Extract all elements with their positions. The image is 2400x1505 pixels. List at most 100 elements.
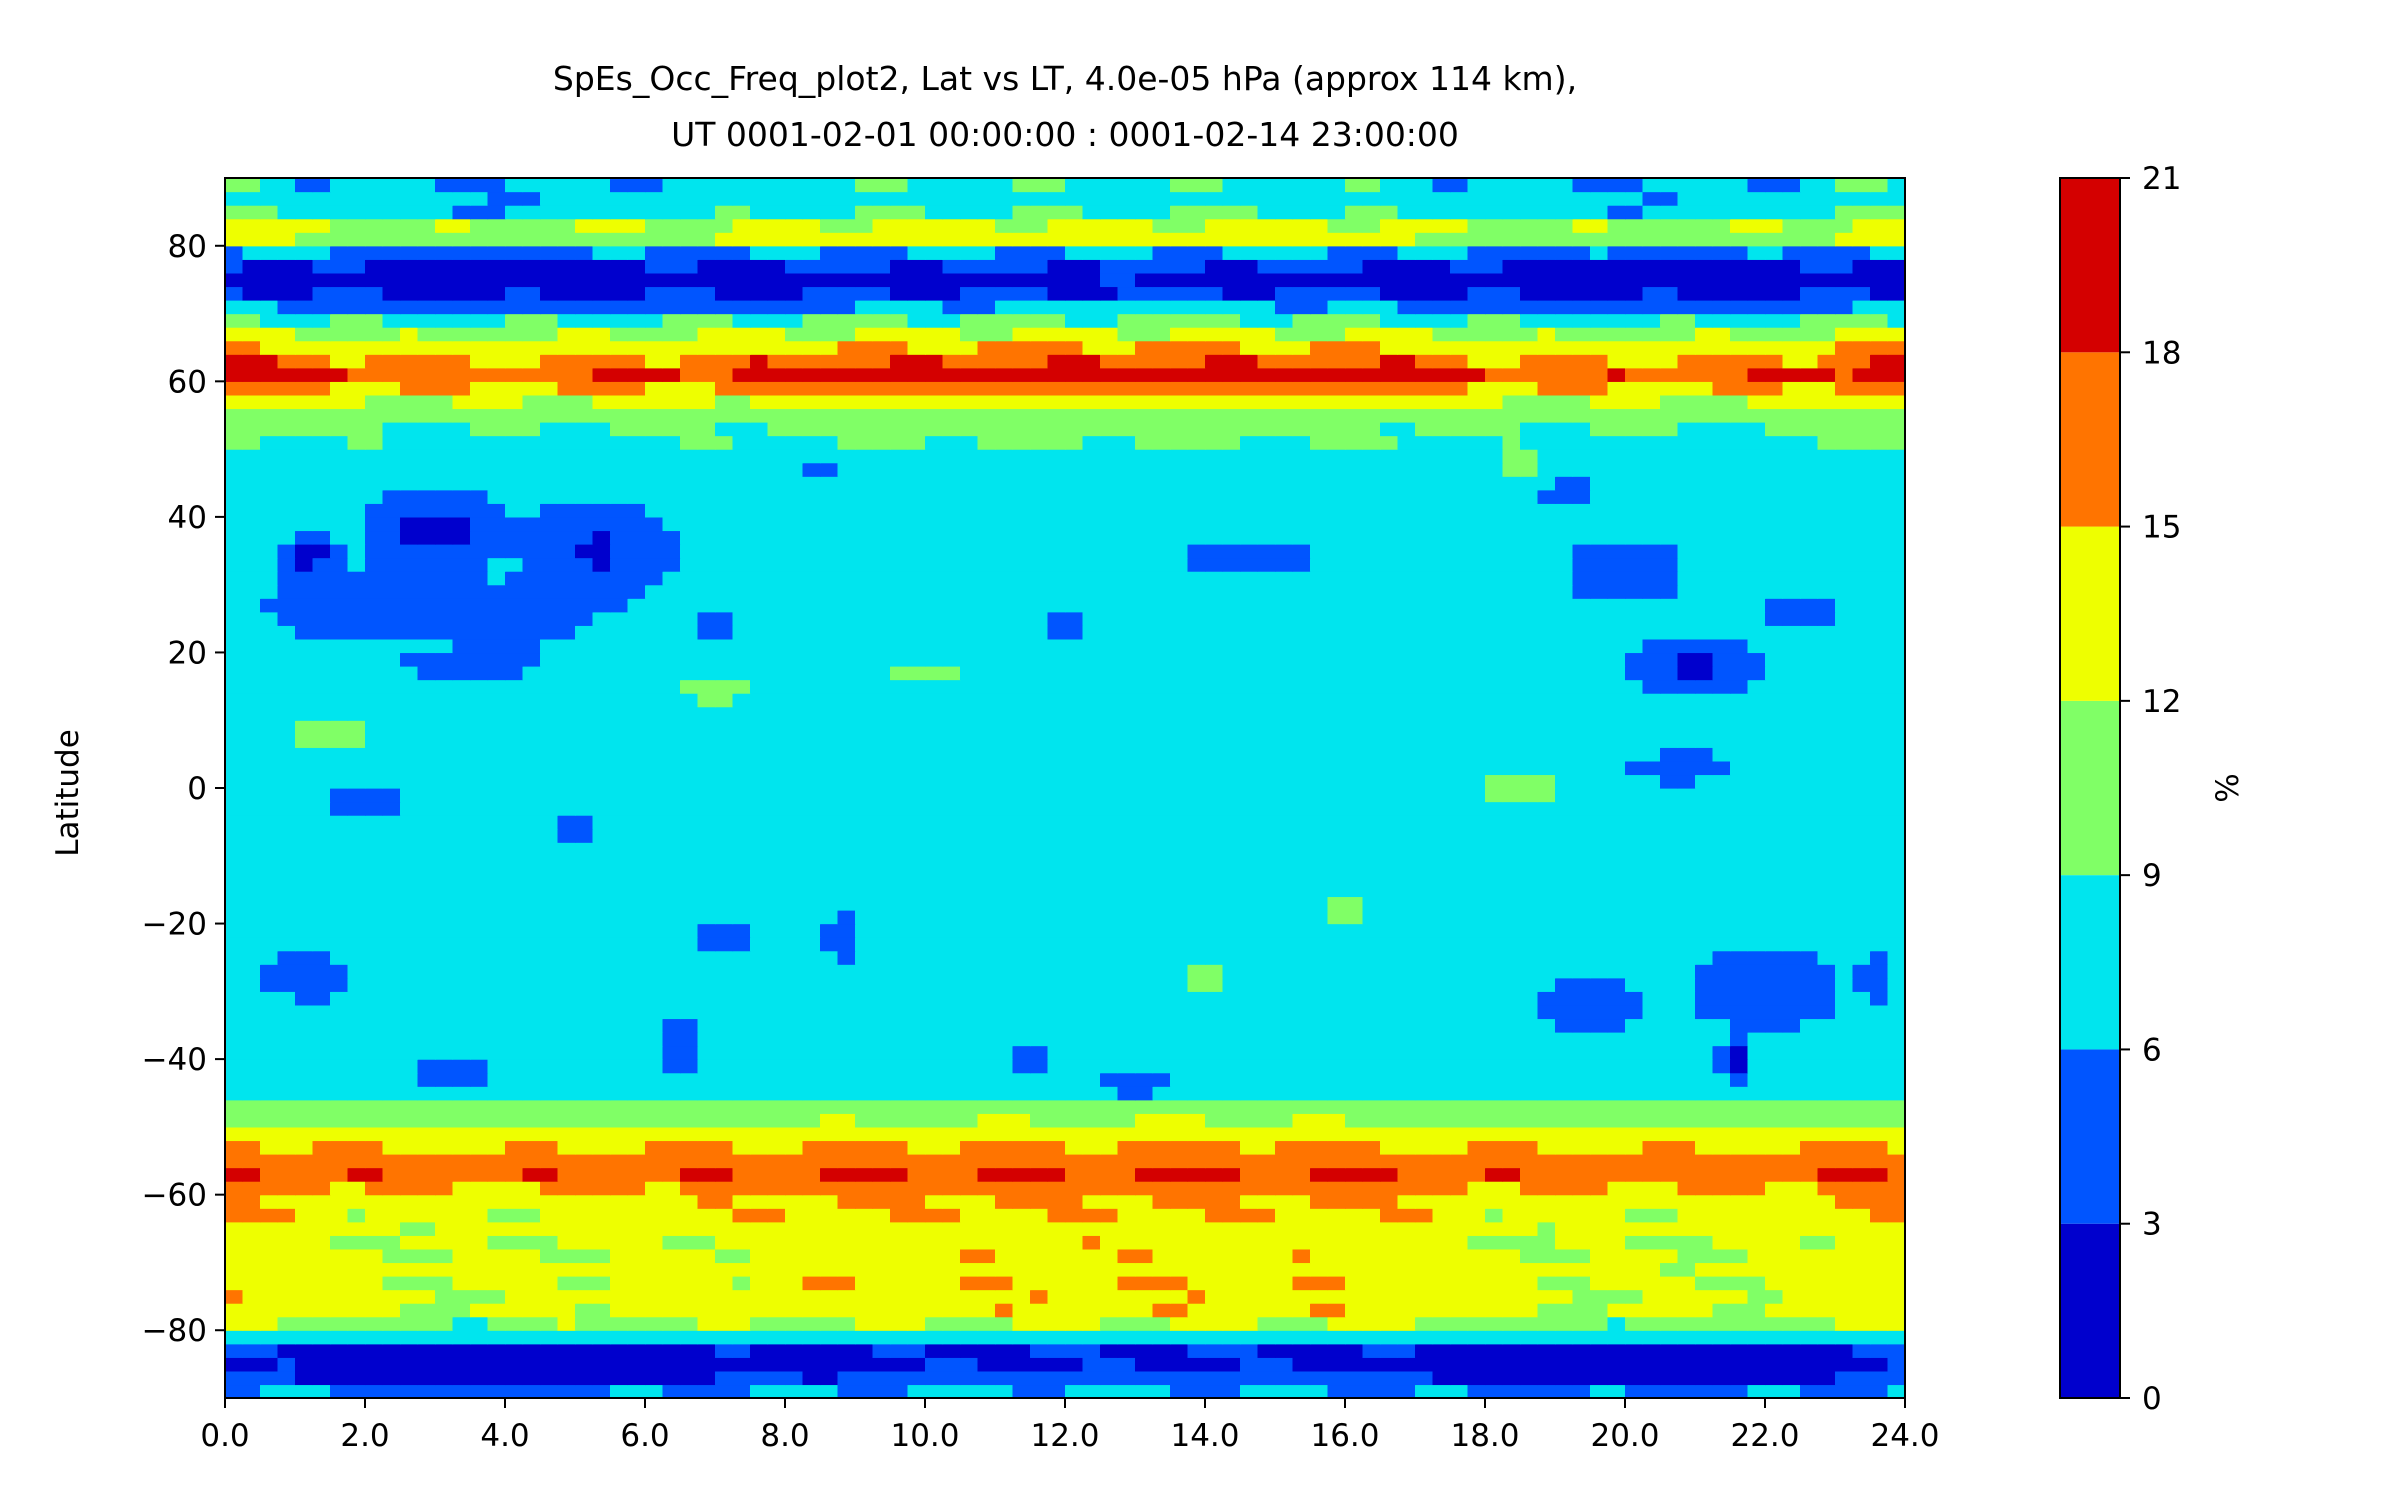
heatmap-cell: [925, 1086, 944, 1101]
heatmap-cell: [1782, 882, 1801, 898]
heatmap-cell: [365, 1221, 384, 1236]
heatmap-cell: [1310, 1384, 1329, 1398]
heatmap-cell: [1747, 950, 1766, 965]
heatmap-cell: [225, 1303, 244, 1318]
heatmap-cell: [242, 801, 261, 816]
heatmap-cell: [1117, 1248, 1136, 1264]
heatmap-cell: [925, 1276, 944, 1291]
heatmap-cell: [1257, 1154, 1276, 1169]
heatmap-cell: [890, 977, 909, 992]
heatmap-cell: [417, 828, 436, 843]
heatmap-cell: [1432, 828, 1451, 843]
heatmap-cell: [1712, 1181, 1731, 1196]
heatmap-cell: [1065, 1086, 1084, 1101]
heatmap-cell: [1555, 855, 1574, 870]
heatmap-cell: [487, 1194, 506, 1209]
heatmap-cell: [312, 1126, 331, 1142]
heatmap-cell: [365, 1126, 384, 1142]
heatmap-cell: [295, 720, 314, 735]
heatmap-cell: [1432, 1316, 1451, 1331]
heatmap-cell: [1187, 1045, 1206, 1060]
heatmap-cell: [697, 733, 716, 748]
heatmap-cell: [312, 747, 331, 762]
heatmap-cell: [1800, 1181, 1819, 1196]
heatmap-cell: [785, 1018, 804, 1033]
heatmap-cell: [1835, 1289, 1854, 1304]
heatmap-cell: [925, 1262, 944, 1277]
heatmap-cell: [942, 1384, 961, 1398]
heatmap-cell: [697, 855, 716, 870]
heatmap-cell: [662, 896, 681, 911]
heatmap-cell: [1415, 815, 1434, 830]
heatmap-cell: [1537, 923, 1556, 938]
heatmap-cell: [522, 1018, 541, 1033]
heatmap-cell: [890, 923, 909, 938]
heatmap-cell: [382, 855, 401, 870]
heatmap-cell: [1502, 1072, 1521, 1087]
heatmap-cell: [1240, 1316, 1259, 1331]
heatmap-cell: [1712, 1248, 1731, 1264]
heatmap-cell: [575, 1126, 594, 1142]
heatmap-cell: [1432, 964, 1451, 979]
heatmap-cell: [540, 720, 559, 735]
heatmap-cell: [592, 1289, 611, 1304]
heatmap-cell: [855, 855, 874, 870]
heatmap-cell: [855, 1154, 874, 1169]
heatmap-cell: [627, 1384, 646, 1398]
heatmap-cell: [1275, 1357, 1294, 1372]
heatmap-cell: [1170, 706, 1189, 721]
heatmap-cell: [260, 1140, 279, 1155]
heatmap-cell: [627, 1113, 646, 1128]
heatmap-cell: [1380, 1248, 1399, 1264]
heatmap-cell: [1800, 991, 1819, 1006]
heatmap-cell: [680, 1303, 699, 1318]
heatmap-cell: [452, 1330, 471, 1345]
heatmap-cell: [977, 774, 996, 789]
heatmap-cell: [1275, 1113, 1294, 1128]
heatmap-cell: [242, 869, 261, 884]
heatmap-cell: [767, 882, 786, 898]
heatmap-cell: [1572, 774, 1591, 789]
heatmap-cell: [557, 1167, 576, 1182]
heatmap-cell: [890, 937, 909, 952]
heatmap-cell: [225, 910, 244, 925]
heatmap-cell: [1135, 896, 1154, 911]
heatmap-cell: [645, 991, 664, 1006]
heatmap-cell: [715, 760, 734, 776]
heatmap-cell: [715, 747, 734, 762]
heatmap-cell: [417, 788, 436, 803]
heatmap-cell: [1800, 1370, 1819, 1386]
heatmap-cell: [400, 1140, 419, 1155]
heatmap-cell: [1292, 815, 1311, 830]
heatmap-cell: [260, 1235, 279, 1250]
heatmap-cell: [1240, 706, 1259, 721]
heatmap-cell: [977, 1235, 996, 1250]
heatmap-cell: [627, 1330, 646, 1345]
heatmap-cell: [732, 869, 751, 884]
heatmap-cell: [627, 733, 646, 748]
heatmap-cell: [767, 855, 786, 870]
heatmap-cell: [1397, 1316, 1416, 1331]
heatmap-cell: [715, 1262, 734, 1277]
heatmap-cell: [1397, 1099, 1416, 1114]
heatmap-cell: [1117, 855, 1136, 870]
heatmap-cell: [1695, 1140, 1714, 1155]
heatmap-cell: [312, 1330, 331, 1345]
heatmap-cell: [557, 1099, 576, 1114]
heatmap-cell: [610, 815, 629, 830]
heatmap-cell: [1870, 1086, 1889, 1101]
heatmap-cell: [1555, 1208, 1574, 1223]
heatmap-cell: [1415, 1018, 1434, 1033]
heatmap-cell: [1292, 1316, 1311, 1331]
heatmap-cell: [1852, 1113, 1871, 1128]
heatmap-cell: [1537, 937, 1556, 952]
heatmap-cell: [295, 1167, 314, 1182]
heatmap-cell: [1695, 842, 1714, 857]
heatmap-cell: [522, 774, 541, 789]
heatmap-cell: [1117, 896, 1136, 911]
heatmap-cell: [1782, 1221, 1801, 1236]
heatmap-cell: [1502, 815, 1521, 830]
heatmap-cell: [487, 760, 506, 776]
heatmap-cell: [767, 923, 786, 938]
heatmap-cell: [435, 1126, 454, 1142]
